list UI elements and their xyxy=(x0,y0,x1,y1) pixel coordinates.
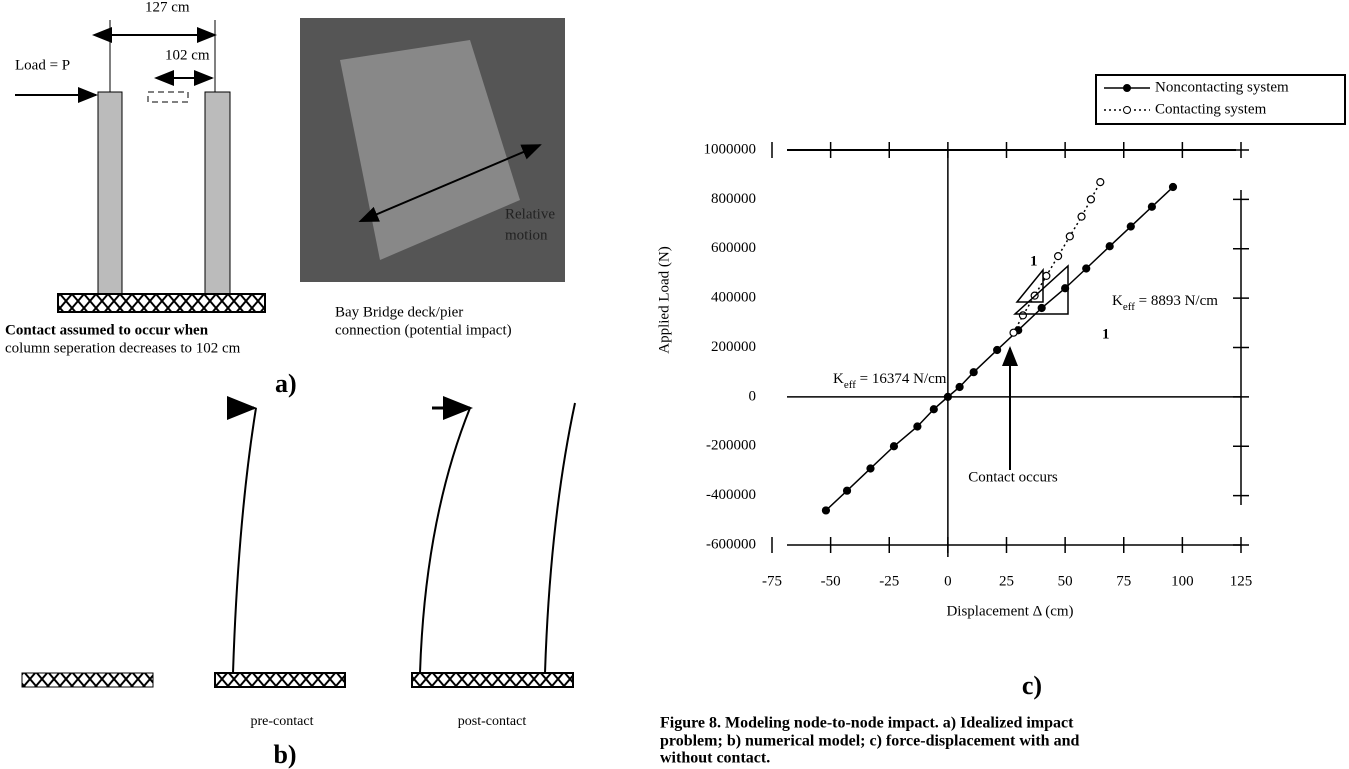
slope-triangle xyxy=(1013,264,1069,315)
panel-label: c) xyxy=(1022,671,1042,700)
caption-line: Contact assumed to occur when xyxy=(5,322,209,338)
keff-part: eff xyxy=(1123,301,1135,313)
panel-a: 127 cm 102 cm Load = P Relative motion C… xyxy=(5,0,565,398)
contact-label: Contact occurs xyxy=(968,469,1058,485)
point xyxy=(1126,222,1135,231)
point xyxy=(913,422,922,431)
point xyxy=(842,486,852,495)
column-line xyxy=(419,407,471,674)
panel-label: a) xyxy=(275,369,297,398)
caption-line: Figure 8. Modeling node-to-node impact. … xyxy=(660,715,1074,732)
y-axis-label: Applied Load (N) xyxy=(656,246,672,353)
slope-label: 1 xyxy=(1030,253,1038,269)
base xyxy=(411,672,574,688)
slope-label: 1 xyxy=(1102,326,1110,342)
keff-part: = 16374 N/cm xyxy=(856,371,947,387)
column-line xyxy=(232,407,257,674)
point xyxy=(821,506,831,515)
y-tick-label: -400000 xyxy=(706,487,756,503)
point xyxy=(1018,311,1028,320)
caption-line: Bay Bridge deck/pier xyxy=(335,304,463,320)
point xyxy=(1086,195,1096,204)
point xyxy=(1096,177,1105,187)
column-line xyxy=(544,402,576,674)
panel-label: b) xyxy=(273,740,296,769)
legend-label: Contacting system xyxy=(1155,101,1267,117)
point xyxy=(969,368,978,377)
point xyxy=(1009,328,1018,337)
x-tick-label: 0 xyxy=(944,573,952,589)
point xyxy=(1147,202,1156,211)
point xyxy=(1037,303,1046,313)
panel-b: pre-contact post-contact b) xyxy=(21,396,576,769)
load-label: Load = P xyxy=(15,57,70,73)
x-tick-label: 100 xyxy=(1171,573,1194,589)
point xyxy=(1168,182,1178,192)
legend-label: Noncontacting system xyxy=(1155,79,1289,95)
caption-line: without contact. xyxy=(660,750,770,767)
base xyxy=(214,672,346,688)
legend-box xyxy=(1095,74,1346,125)
caption-line: column seperation decreases to 102 cm xyxy=(5,340,241,356)
model-label: pre-contact xyxy=(251,714,314,729)
x-axis-label: Displacement Δ (cm) xyxy=(946,603,1073,619)
point xyxy=(1053,252,1063,261)
point xyxy=(866,464,875,473)
gap-marker xyxy=(147,91,189,103)
photo-label: Relative xyxy=(505,206,555,222)
y-tick-label: 200000 xyxy=(711,339,756,355)
caption-line: problem; b) numerical model; c) force-di… xyxy=(660,733,1079,750)
caption-line: connection (potential impact) xyxy=(335,322,512,338)
y-tick-label: 400000 xyxy=(711,290,756,306)
keff-label: Keff = 16374 N/cm xyxy=(833,371,947,390)
keff-part: K xyxy=(1112,293,1123,309)
width-label: 127 cm xyxy=(145,0,190,15)
x-tick-label: 50 xyxy=(1058,573,1073,589)
point xyxy=(955,382,964,392)
slope-triangle xyxy=(1015,267,1044,303)
y-tick-label: 1000000 xyxy=(704,141,757,157)
photo-label: motion xyxy=(505,227,548,243)
motion-arrow xyxy=(358,144,542,223)
x-tick-label: 25 xyxy=(999,573,1014,589)
point xyxy=(1065,232,1074,241)
gap-label: 102 cm xyxy=(165,47,210,63)
base xyxy=(57,293,266,313)
point xyxy=(889,442,899,451)
y-tick-label: -200000 xyxy=(706,438,756,454)
y-tick-label: 600000 xyxy=(711,240,756,256)
column xyxy=(204,91,231,295)
keff-part: = 8893 N/cm xyxy=(1135,293,1218,309)
point xyxy=(943,392,952,401)
point xyxy=(1077,212,1086,221)
y-tick-label: -600000 xyxy=(706,536,756,552)
model-label: post-contact xyxy=(458,714,527,729)
y-tick-label: 800000 xyxy=(711,191,756,207)
keff-label: Keff = 8893 N/cm xyxy=(1112,293,1218,312)
x-tick-label: -50 xyxy=(821,573,841,589)
point xyxy=(1082,264,1091,273)
legend-marker xyxy=(1123,106,1131,114)
chart: -75 -50 -25 0 25 50 75 100 125 -600000 -400000 -200… xyxy=(656,74,1346,619)
x-tick-label: 75 xyxy=(1116,573,1131,589)
point xyxy=(1042,271,1051,281)
point xyxy=(929,405,938,414)
keff-part: K xyxy=(833,371,844,387)
x-tick-label: -25 xyxy=(879,573,899,589)
x-tick-label: -75 xyxy=(762,573,782,589)
point xyxy=(993,345,1002,355)
legend-marker xyxy=(1123,84,1131,92)
series-line xyxy=(825,186,1174,511)
keff-part: eff xyxy=(844,379,856,391)
x-tick-label: 125 xyxy=(1230,573,1253,589)
point xyxy=(1105,242,1114,251)
column xyxy=(97,91,123,295)
y-tick-label: 0 xyxy=(749,388,757,404)
base xyxy=(21,672,154,688)
